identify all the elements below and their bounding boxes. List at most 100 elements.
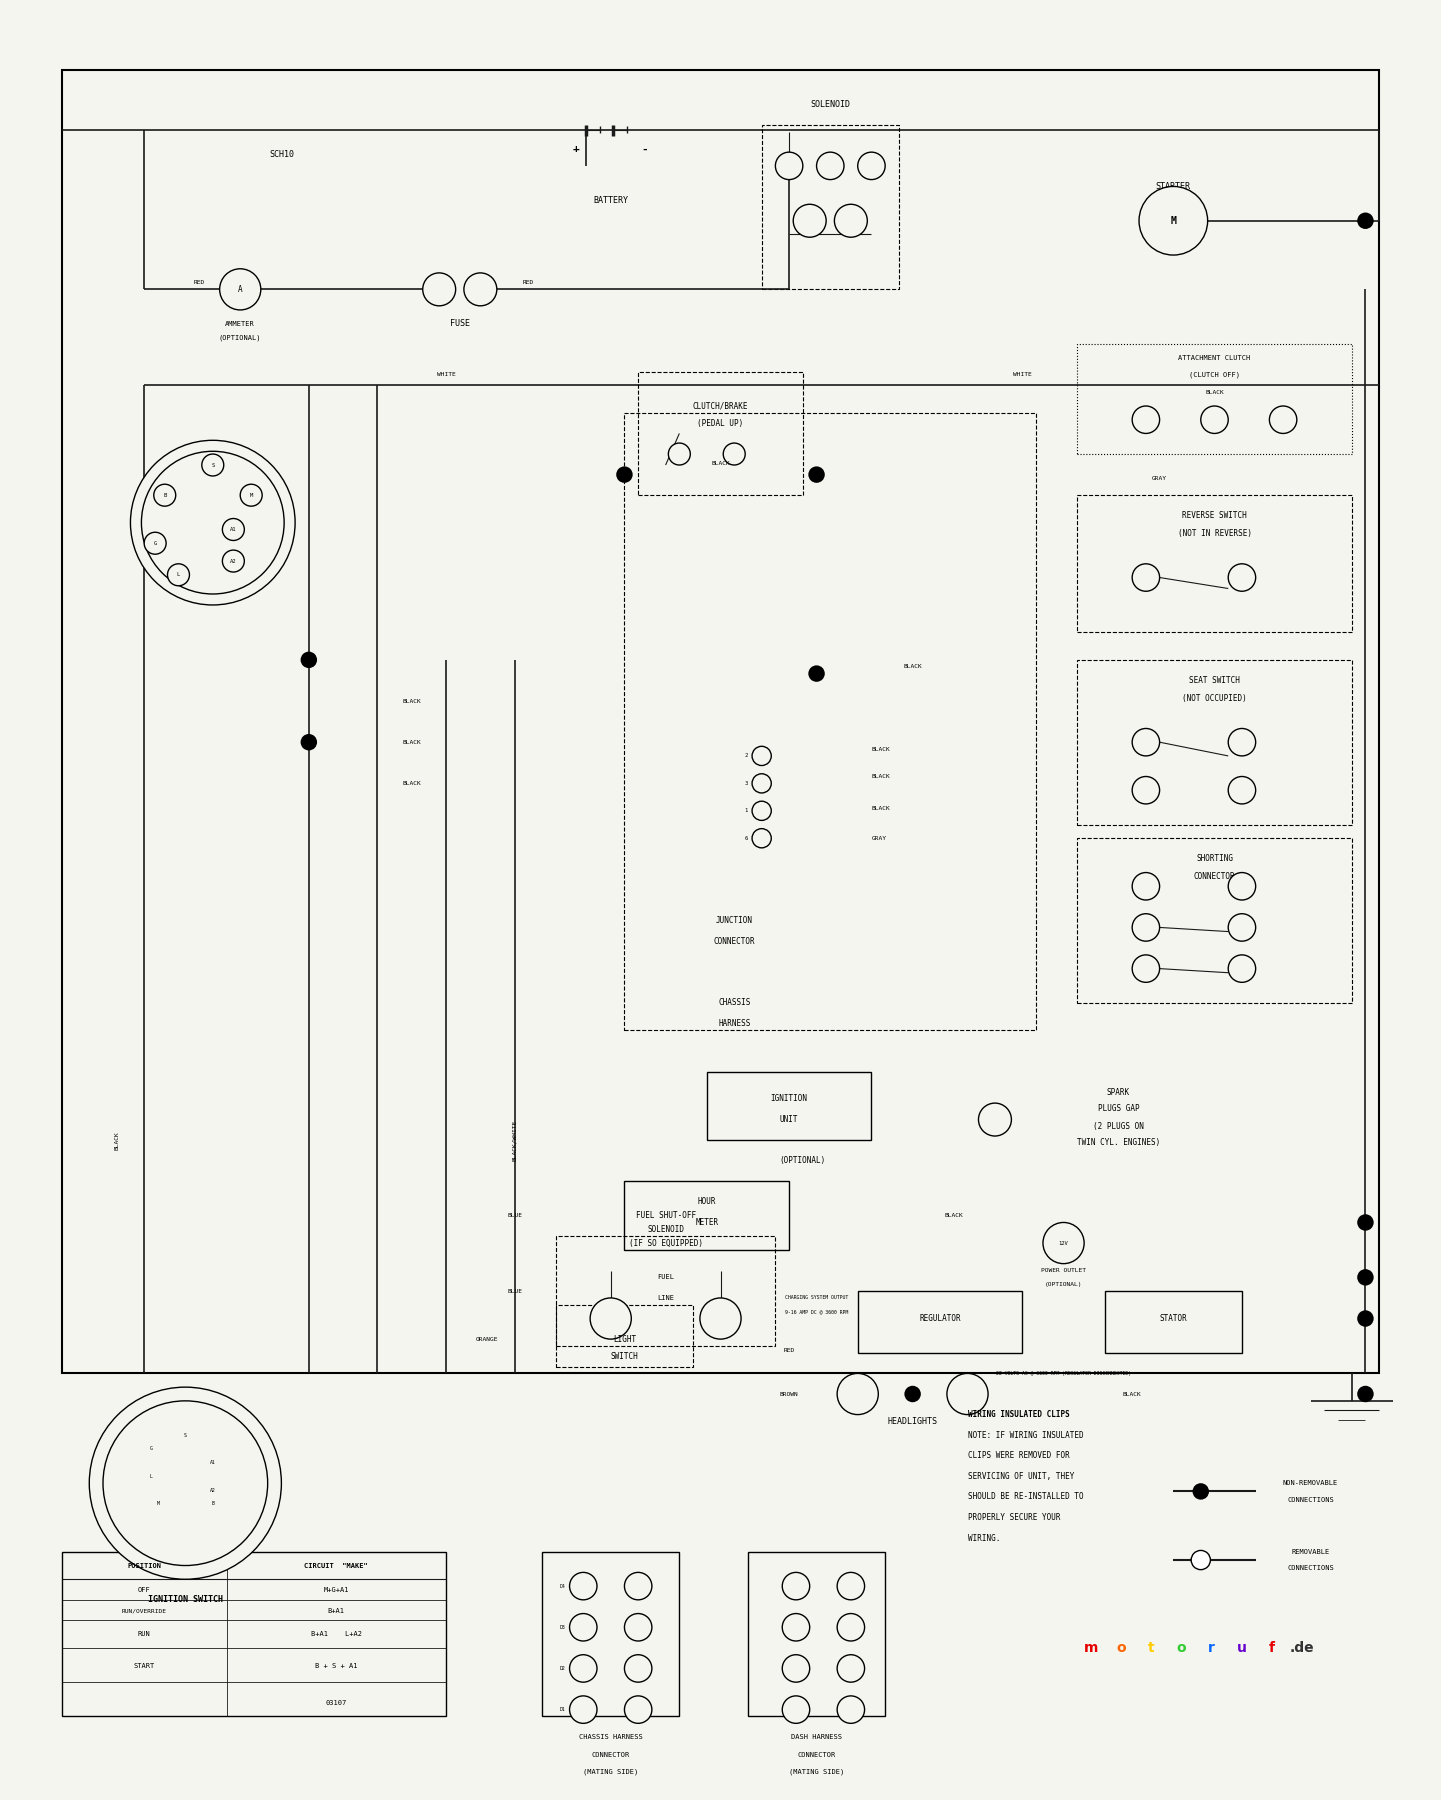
Bar	[205, 1498, 220, 1510]
Text: SCH10: SCH10	[269, 151, 294, 160]
Text: M: M	[1170, 216, 1176, 225]
Text: BLUE: BLUE	[507, 1289, 522, 1294]
Circle shape	[301, 734, 317, 751]
Circle shape	[1193, 1483, 1209, 1499]
Circle shape	[723, 443, 745, 464]
Circle shape	[464, 274, 497, 306]
Circle shape	[1357, 1310, 1373, 1327]
Circle shape	[1133, 954, 1160, 983]
Bar	[1105, 1291, 1242, 1354]
Circle shape	[1192, 1550, 1210, 1570]
Circle shape	[752, 774, 771, 794]
Text: STARTER: STARTER	[1156, 182, 1190, 191]
Circle shape	[1357, 1386, 1373, 1402]
Circle shape	[624, 1613, 651, 1642]
Circle shape	[793, 203, 826, 238]
Circle shape	[1228, 729, 1255, 756]
Bar	[205, 1483, 220, 1498]
Text: B: B	[212, 1501, 215, 1507]
Circle shape	[591, 1298, 631, 1339]
Text: (OPTIONAL): (OPTIONAL)	[1045, 1282, 1082, 1287]
Text: CLIPS WERE REMOVED FOR: CLIPS WERE REMOVED FOR	[967, 1451, 1069, 1460]
Text: u: u	[1236, 1642, 1246, 1654]
Text: L: L	[150, 1474, 153, 1480]
Text: CHASSIS: CHASSIS	[718, 999, 751, 1008]
Circle shape	[1133, 729, 1160, 756]
Text: POWER OUTLET: POWER OUTLET	[1040, 1267, 1087, 1273]
Text: BLACK: BLACK	[710, 461, 731, 466]
Text: BLACK: BLACK	[944, 1213, 963, 1219]
Circle shape	[837, 1573, 865, 1600]
Circle shape	[1228, 954, 1255, 983]
Text: BLACK: BLACK	[402, 781, 421, 787]
Text: START: START	[134, 1663, 154, 1669]
Text: BROWN: BROWN	[780, 1391, 798, 1397]
Text: B + S + A1: B + S + A1	[316, 1663, 357, 1669]
Text: BLACK: BLACK	[872, 806, 891, 810]
Text: 3: 3	[745, 781, 748, 787]
Text: CONNECTOR: CONNECTOR	[797, 1751, 836, 1759]
Text: o: o	[1177, 1642, 1186, 1654]
Text: NON-REMOVABLE: NON-REMOVABLE	[1282, 1480, 1339, 1487]
Text: (OPTIONAL): (OPTIONAL)	[780, 1156, 826, 1165]
Bar	[205, 1456, 220, 1469]
Circle shape	[752, 801, 771, 821]
Circle shape	[301, 652, 317, 668]
Text: 03107: 03107	[326, 1699, 347, 1706]
Bar	[556, 1237, 775, 1346]
Text: WIRING INSULATED CLIPS: WIRING INSULATED CLIPS	[967, 1409, 1069, 1418]
Bar	[857, 1291, 1022, 1354]
Text: +: +	[574, 144, 579, 155]
Circle shape	[837, 1613, 865, 1642]
Text: BLACK: BLACK	[1123, 1391, 1141, 1397]
Circle shape	[154, 484, 176, 506]
Circle shape	[89, 1388, 281, 1579]
Bar	[748, 1552, 885, 1717]
Circle shape	[569, 1613, 597, 1642]
Circle shape	[241, 484, 262, 506]
Bar	[62, 1552, 447, 1717]
Text: SERVICING OF UNIT, THEY: SERVICING OF UNIT, THEY	[967, 1472, 1074, 1481]
Circle shape	[167, 563, 189, 585]
Bar	[556, 1305, 693, 1366]
Text: GRAY: GRAY	[1153, 477, 1167, 481]
Text: WIRING.: WIRING.	[967, 1534, 1000, 1543]
Text: 9-16 AMP DC @ 3600 RPM: 9-16 AMP DC @ 3600 RPM	[785, 1309, 849, 1314]
Text: (PEDAL UP): (PEDAL UP)	[697, 419, 744, 428]
Circle shape	[782, 1613, 810, 1642]
Text: BLACK: BLACK	[904, 664, 922, 670]
Text: SHORTING: SHORTING	[1196, 855, 1233, 864]
Circle shape	[624, 1696, 651, 1723]
Text: BLACK: BLACK	[872, 747, 891, 752]
Text: A1: A1	[210, 1460, 216, 1465]
Bar	[762, 124, 899, 290]
Text: BLACK: BLACK	[402, 698, 421, 704]
Text: L: L	[177, 572, 180, 578]
Text: BLACK: BLACK	[872, 774, 891, 779]
Text: B+A1    L+A2: B+A1 L+A2	[311, 1631, 362, 1638]
Bar	[542, 1552, 679, 1717]
Text: CONNECTOR: CONNECTOR	[592, 1751, 630, 1759]
Circle shape	[782, 1696, 810, 1723]
Text: OFF: OFF	[138, 1588, 150, 1593]
Text: (MATING SIDE): (MATING SIDE)	[788, 1768, 844, 1775]
Text: BATTERY: BATTERY	[594, 196, 628, 205]
Text: REGULATOR: REGULATOR	[919, 1314, 961, 1323]
Circle shape	[752, 747, 771, 765]
Text: A2: A2	[231, 558, 236, 563]
Circle shape	[837, 1654, 865, 1683]
Text: m: m	[1084, 1642, 1098, 1654]
Circle shape	[617, 466, 633, 482]
Text: (2 PLUGS ON: (2 PLUGS ON	[1094, 1121, 1144, 1130]
Text: (NOT OCCUPIED): (NOT OCCUPIED)	[1182, 693, 1246, 702]
Bar	[150, 1498, 166, 1510]
Text: A: A	[238, 284, 242, 293]
Text: SEAT SWITCH: SEAT SWITCH	[1189, 677, 1239, 686]
Text: G: G	[154, 540, 157, 545]
Text: PROPERLY SECURE YOUR: PROPERLY SECURE YOUR	[967, 1514, 1061, 1523]
Circle shape	[1138, 187, 1208, 256]
Circle shape	[222, 518, 245, 540]
Circle shape	[837, 1696, 865, 1723]
Text: GRAY: GRAY	[872, 835, 886, 841]
Text: LINE: LINE	[657, 1294, 674, 1301]
